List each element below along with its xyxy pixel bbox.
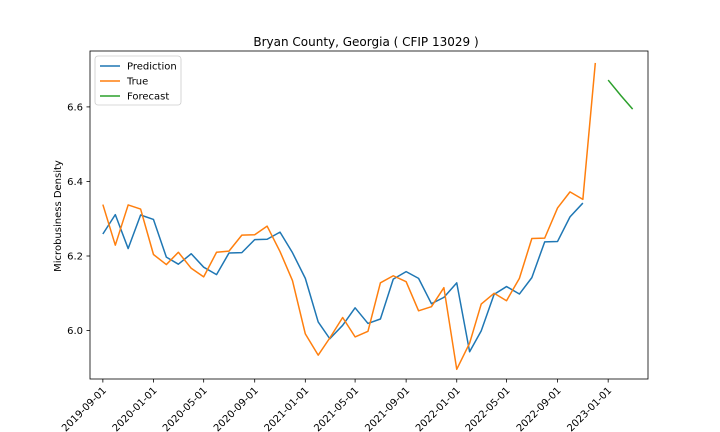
legend: Prediction True Forecast [94,55,182,106]
series-group [102,62,634,371]
legend-label-prediction: Prediction [127,62,177,73]
y-tick-label: 6.6 [67,102,83,113]
chart-title: Bryan County, Georgia ( CFIP 13029 ) [253,35,478,49]
plot-frame [89,50,649,380]
legend-box [94,55,182,106]
series-line-true [102,62,597,371]
series-line-forecast [607,79,634,110]
y-axis-title: Microbusiness Density [53,160,64,272]
y-tick-label: 6.4 [67,177,83,188]
y-tick-label: 6.2 [67,252,83,263]
legend-label-true: True [126,77,148,88]
legend-label-forecast: Forecast [127,92,169,103]
y-axis: 6.0 6.2 6.4 6.6 [67,102,90,337]
series-line-prediction [102,202,584,353]
y-tick-label: 6.0 [67,326,83,337]
